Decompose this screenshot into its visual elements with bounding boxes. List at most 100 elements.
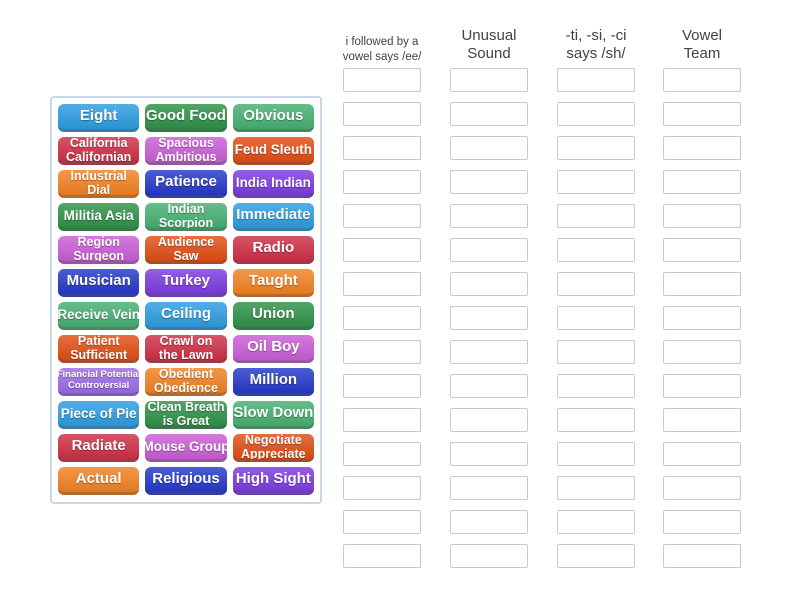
- answer-slot[interactable]: [663, 238, 741, 262]
- answer-slot[interactable]: [663, 442, 741, 466]
- word-tile[interactable]: Clean Breath is Great: [145, 401, 227, 429]
- answer-slot[interactable]: [450, 374, 528, 398]
- answer-slot[interactable]: [450, 136, 528, 160]
- answer-slot[interactable]: [663, 272, 741, 296]
- answer-slot[interactable]: [663, 408, 741, 432]
- word-tile[interactable]: Million: [232, 368, 314, 396]
- answer-slot[interactable]: [557, 102, 635, 126]
- word-tile[interactable]: Receive Vein: [58, 302, 140, 330]
- answer-slot[interactable]: [450, 204, 528, 228]
- answer-slot[interactable]: [663, 306, 741, 330]
- word-tile-label-line: Dial: [87, 182, 111, 197]
- word-tile[interactable]: Immediate: [232, 203, 314, 231]
- answer-slot[interactable]: [343, 408, 421, 432]
- answer-slot[interactable]: [450, 408, 528, 432]
- word-tile[interactable]: Patience: [145, 170, 227, 198]
- word-tile[interactable]: High Sight: [232, 467, 314, 495]
- answer-slot[interactable]: [450, 170, 528, 194]
- answer-slot[interactable]: [557, 476, 635, 500]
- word-tile[interactable]: Indian Scorpion: [145, 203, 227, 231]
- answer-slot[interactable]: [450, 238, 528, 262]
- word-tile[interactable]: Taught: [232, 269, 314, 297]
- answer-slot[interactable]: [663, 102, 741, 126]
- answer-slot[interactable]: [663, 68, 741, 92]
- answer-slot[interactable]: [343, 102, 421, 126]
- word-tile[interactable]: Mouse Group: [145, 434, 227, 462]
- answer-slot[interactable]: [557, 544, 635, 568]
- answer-slot[interactable]: [450, 306, 528, 330]
- word-tile[interactable]: Patient Sufficient: [58, 335, 140, 363]
- word-tile[interactable]: Slow Down: [232, 401, 314, 429]
- word-tile[interactable]: Radiate: [58, 434, 140, 462]
- answer-slot[interactable]: [343, 374, 421, 398]
- answer-slot[interactable]: [343, 476, 421, 500]
- word-tile[interactable]: Militia Asia: [58, 203, 140, 231]
- word-tile[interactable]: Feud Sleuth: [232, 137, 314, 165]
- word-tile[interactable]: Oil Boy: [232, 335, 314, 363]
- answer-slot[interactable]: [557, 204, 635, 228]
- answer-slot[interactable]: [663, 136, 741, 160]
- answer-slot[interactable]: [343, 238, 421, 262]
- answer-slot[interactable]: [663, 170, 741, 194]
- answer-slot[interactable]: [450, 68, 528, 92]
- answer-slot[interactable]: [450, 476, 528, 500]
- answer-slot[interactable]: [343, 170, 421, 194]
- answer-slot[interactable]: [343, 272, 421, 296]
- word-tile[interactable]: Good Food: [145, 104, 227, 132]
- answer-slot[interactable]: [450, 272, 528, 296]
- answer-slot[interactable]: [343, 510, 421, 534]
- answer-slot[interactable]: [557, 374, 635, 398]
- word-tile[interactable]: Financial Potential Controversial: [58, 368, 140, 396]
- answer-slot[interactable]: [557, 442, 635, 466]
- word-tile-label-line: Religious: [152, 470, 220, 488]
- word-tile[interactable]: Crawl on the Lawn: [145, 335, 227, 363]
- word-tile[interactable]: Region Surgeon: [58, 236, 140, 264]
- word-tile[interactable]: California Californian: [58, 137, 140, 165]
- word-tile[interactable]: Obvious: [232, 104, 314, 132]
- answer-slot[interactable]: [557, 136, 635, 160]
- answer-slot[interactable]: [663, 476, 741, 500]
- word-tile[interactable]: India Indian: [232, 170, 314, 198]
- answer-slot[interactable]: [343, 306, 421, 330]
- answer-slot[interactable]: [343, 204, 421, 228]
- word-tile[interactable]: Negotiate Appreciate: [232, 434, 314, 462]
- answer-slot[interactable]: [557, 510, 635, 534]
- word-tile[interactable]: Obedient Obedience: [145, 368, 227, 396]
- answer-slot[interactable]: [557, 272, 635, 296]
- answer-slot[interactable]: [557, 238, 635, 262]
- word-tile[interactable]: Union: [232, 302, 314, 330]
- answer-slot[interactable]: [343, 442, 421, 466]
- word-tile[interactable]: Religious: [145, 467, 227, 495]
- answer-slot[interactable]: [450, 102, 528, 126]
- answer-slot[interactable]: [663, 510, 741, 534]
- word-tile[interactable]: Piece of Pie: [58, 401, 140, 429]
- answer-slot[interactable]: [450, 340, 528, 364]
- answer-slot[interactable]: [450, 442, 528, 466]
- answer-slot[interactable]: [450, 544, 528, 568]
- word-tile-label-line: Negotiate: [244, 434, 302, 447]
- answer-slot[interactable]: [343, 544, 421, 568]
- answer-slot[interactable]: [557, 340, 635, 364]
- word-tile[interactable]: Radio: [232, 236, 314, 264]
- answer-slot[interactable]: [557, 170, 635, 194]
- answer-slot[interactable]: [343, 340, 421, 364]
- word-tile[interactable]: Ceiling: [145, 302, 227, 330]
- answer-slot[interactable]: [450, 510, 528, 534]
- answer-slot[interactable]: [663, 544, 741, 568]
- word-tile[interactable]: Spacious Ambitious: [145, 137, 227, 165]
- answer-slot[interactable]: [557, 68, 635, 92]
- word-tile[interactable]: Turkey: [145, 269, 227, 297]
- answer-slot[interactable]: [663, 204, 741, 228]
- answer-slot[interactable]: [663, 340, 741, 364]
- answer-slot[interactable]: [343, 68, 421, 92]
- word-tile-label-line: Actual: [75, 470, 122, 488]
- answer-slot[interactable]: [663, 374, 741, 398]
- answer-slot[interactable]: [557, 408, 635, 432]
- word-tile[interactable]: Audience Saw: [145, 236, 227, 264]
- answer-slot[interactable]: [557, 306, 635, 330]
- word-tile[interactable]: Eight: [58, 104, 140, 132]
- word-tile[interactable]: Industrial Dial: [58, 170, 140, 198]
- answer-slot[interactable]: [343, 136, 421, 160]
- word-tile[interactable]: Musician: [58, 269, 140, 297]
- word-tile[interactable]: Actual: [58, 467, 140, 495]
